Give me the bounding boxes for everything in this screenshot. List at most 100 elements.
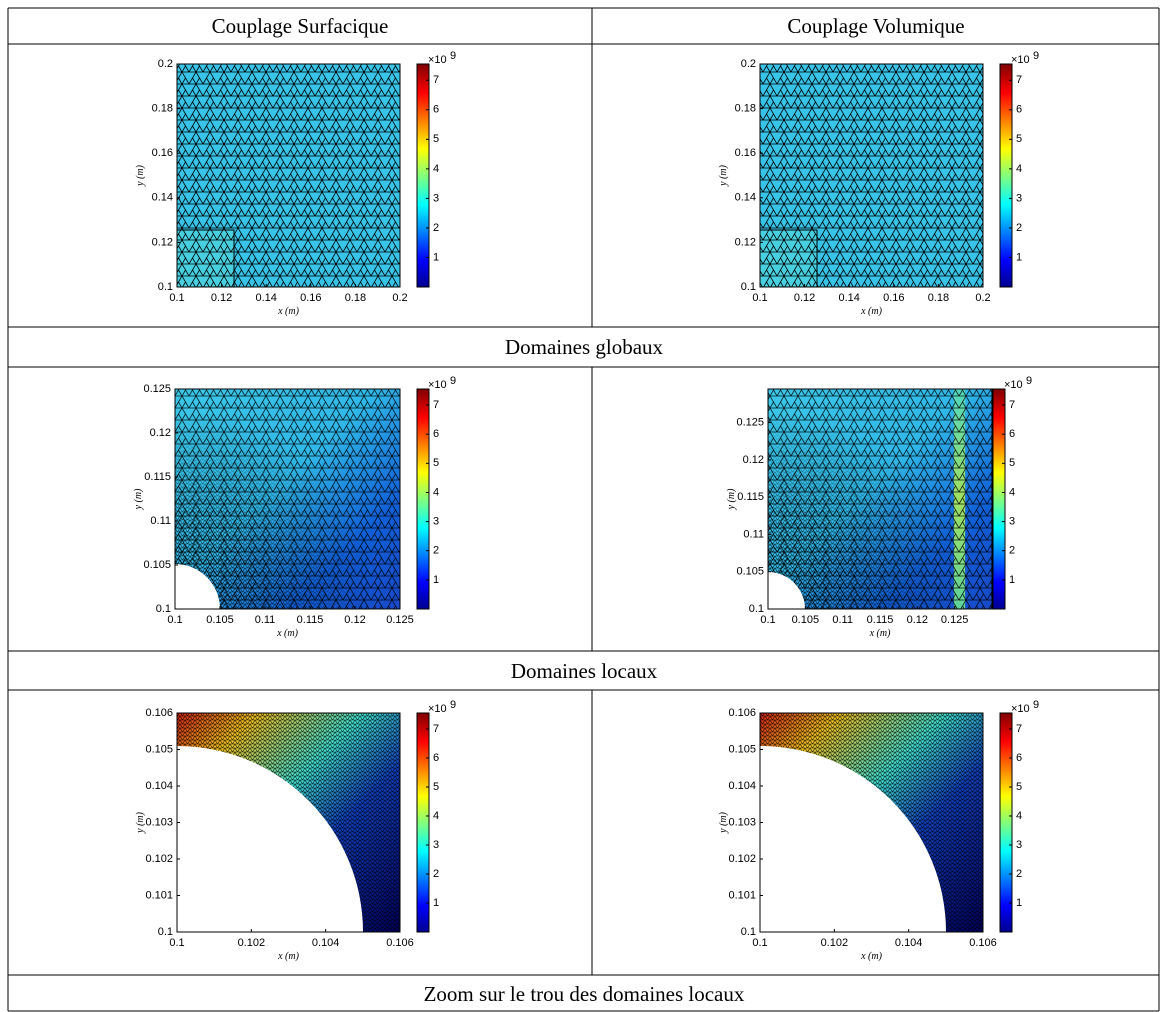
colorbar-tick-label: 5 [433,133,439,145]
y-tick-label: 0.11 [150,515,171,527]
x-tick-label: 0.125 [386,614,414,626]
x-tick-label: 0.105 [206,614,234,626]
colorbar-tick-label: 4 [433,810,439,822]
colorbar-power: 9 [450,699,456,711]
y-tick-label: 0.11 [743,528,764,540]
x-tick-label: 0.104 [312,937,340,949]
colorbar-tick-label: 5 [433,457,439,469]
mesh-plot: 0.1 0.12 0.14 0.16 0.18 0.2 0.1 0.12 0.14 0.16 0.1… [718,50,1039,317]
colorbar-tick-label: 4 [1009,486,1015,498]
colorbar-tick-label: 6 [433,104,439,116]
y-tick-label: 0.1 [158,281,173,293]
y-tick-label: 0.12 [735,236,756,248]
x-axis-label: x (m) [869,628,891,639]
colorbar-tick-label: 3 [1016,839,1022,851]
x-tick-label: 0.14 [838,292,859,304]
x-tick-label: 0.18 [345,292,366,304]
y-tick-label: 0.1 [156,603,171,615]
colorbar-tick-label: 1 [433,251,439,263]
x-tick-label: 0.11 [832,614,853,626]
mesh [177,230,234,287]
colorbar [416,712,430,933]
colorbar [999,63,1013,288]
colorbar-tick-label: 5 [1016,133,1022,145]
x-tick-label: 0.106 [386,937,414,949]
hole [768,572,805,609]
y-tick-label: 0.115 [144,471,171,483]
mesh-plot: 0.1 0.105 0.11 0.115 0.12 0.1250.10.1050.110.… [133,375,456,639]
colorbar-tick-label: 6 [433,428,439,440]
colorbar-exponent: ×10 [1011,54,1030,66]
colorbar-power: 9 [1026,375,1032,387]
mesh-plot: 0.1 0.102 0.104 0.106 0.1 0.101 0.102 0.103 0.10… [135,699,456,962]
colorbar-tick-label: 5 [1016,781,1022,793]
colorbar-tick-label: 3 [433,515,439,527]
colorbar-exponent: ×10 [1004,379,1023,391]
colorbar [999,712,1013,933]
mesh-plot: 0.1 0.102 0.104 0.106 0.1 0.101 0.102 0.103 0.10… [718,699,1039,962]
colorbar-tick-label: 7 [1016,74,1022,86]
colorbar-tick-label: 3 [1016,192,1022,204]
x-tick-label: 0.12 [794,292,815,304]
colorbar-exponent: ×10 [428,703,447,715]
colorbar-power: 9 [1033,50,1039,62]
y-tick-label: 0.105 [736,566,764,578]
x-axis-label: x (m) [277,306,299,317]
y-tick-label: 0.103 [145,816,173,828]
y-tick-label: 0.104 [728,780,756,792]
x-axis-label: x (m) [277,951,299,962]
mesh [760,230,817,287]
y-tick-label: 0.1 [158,926,173,938]
x-tick-label: 0.1 [752,937,767,949]
colorbar-tick-label: 2 [433,545,439,557]
colorbar-tick-label: 7 [433,399,439,411]
x-tick-label: 0.1 [752,292,767,304]
y-tick-label: 0.12 [743,454,764,466]
colorbar-power: 9 [1033,699,1039,711]
x-axis-label: x (m) [276,628,298,639]
y-tick-label: 0.16 [735,147,756,159]
x-axis-label: x (m) [860,951,882,962]
y-tick-label: 0.16 [152,147,173,159]
colorbar-tick-label: 6 [433,752,439,764]
colorbar-power: 9 [450,375,456,387]
y-tick-label: 0.125 [736,416,764,428]
y-tick-label: 0.102 [145,853,173,865]
colorbar-exponent: ×10 [1011,703,1030,715]
mesh-fine [175,389,400,609]
y-tick-label: 0.12 [152,236,173,248]
colorbar [992,388,1006,610]
y-axis-label: y (m) [726,488,737,510]
y-tick-label: 0.103 [728,816,756,828]
colorbar-tick-label: 3 [433,192,439,204]
colorbar-tick-label: 7 [1009,399,1015,411]
x-tick-label: 0.2 [975,292,990,304]
y-tick-label: 0.1 [749,603,764,615]
colorbar-tick-label: 6 [1016,752,1022,764]
colorbar-tick-label: 4 [1016,810,1022,822]
y-tick-label: 0.115 [737,491,764,503]
y-tick-label: 0.105 [728,743,756,755]
y-axis-label: y (m) [135,164,146,186]
colorbar [416,388,430,610]
y-tick-label: 0.106 [728,707,756,719]
colorbar-tick-label: 1 [1016,897,1022,909]
y-tick-label: 0.18 [735,103,756,115]
x-tick-label: 0.12 [907,614,928,626]
colorbar-tick-label: 1 [433,897,439,909]
y-tick-label: 0.12 [150,427,171,439]
mesh-fine [768,389,992,609]
column-header: Couplage Volumique [787,14,964,38]
x-tick-label: 0.1 [169,292,184,304]
x-tick-label: 0.16 [883,292,904,304]
colorbar-tick-label: 2 [433,868,439,880]
y-tick-label: 0.102 [728,853,756,865]
x-tick-label: 0.16 [300,292,321,304]
y-tick-label: 0.104 [145,780,173,792]
x-tick-label: 0.11 [255,614,276,626]
colorbar-tick-label: 1 [433,574,439,586]
colorbar-tick-label: 4 [433,163,439,175]
colorbar-tick-label: 7 [1016,723,1022,735]
